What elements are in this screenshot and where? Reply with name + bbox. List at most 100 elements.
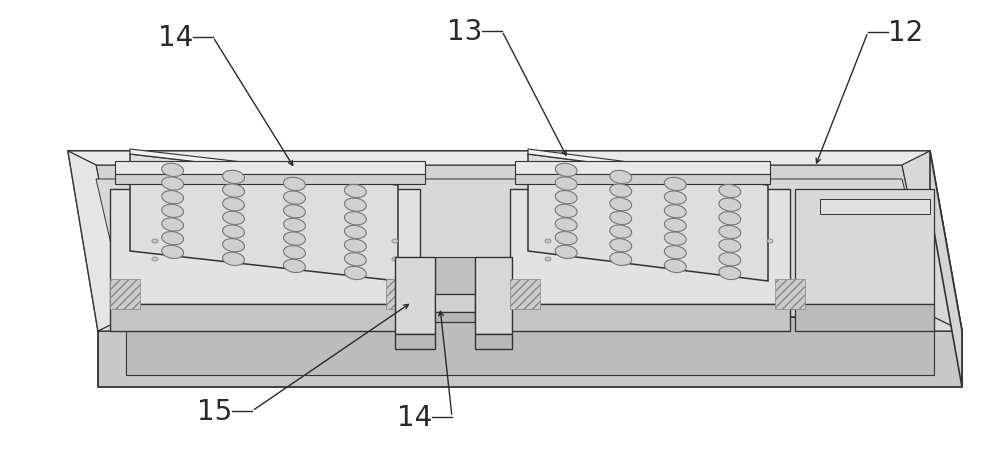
Ellipse shape [610,253,632,266]
Ellipse shape [719,267,741,280]
Polygon shape [96,179,934,309]
Ellipse shape [610,226,632,239]
Ellipse shape [767,239,773,244]
Polygon shape [68,152,126,331]
Polygon shape [528,150,768,186]
Polygon shape [395,334,435,349]
Polygon shape [386,279,416,309]
Polygon shape [98,318,962,331]
Polygon shape [475,258,512,334]
Polygon shape [775,279,805,309]
Polygon shape [435,295,475,312]
Ellipse shape [555,246,577,259]
Polygon shape [110,189,420,304]
Ellipse shape [344,185,366,198]
Ellipse shape [284,192,305,205]
Polygon shape [795,304,934,331]
Ellipse shape [664,219,686,232]
Ellipse shape [344,253,366,267]
Ellipse shape [719,212,741,226]
Ellipse shape [162,246,184,259]
Ellipse shape [555,164,577,177]
Ellipse shape [545,258,551,262]
Polygon shape [126,318,934,375]
Text: 14: 14 [397,403,432,431]
Polygon shape [435,312,475,322]
Ellipse shape [545,239,551,244]
Ellipse shape [610,239,632,252]
Polygon shape [68,152,962,331]
Polygon shape [130,155,398,281]
Ellipse shape [555,205,577,218]
Polygon shape [96,166,934,318]
Polygon shape [98,331,962,387]
Polygon shape [795,189,934,304]
Ellipse shape [664,232,686,246]
Polygon shape [930,152,962,387]
Polygon shape [510,279,540,309]
Ellipse shape [392,239,398,244]
Ellipse shape [719,198,741,212]
Text: 13: 13 [447,18,482,46]
Text: 12: 12 [888,19,923,47]
Polygon shape [115,161,425,175]
Ellipse shape [344,267,366,280]
Ellipse shape [555,232,577,245]
Ellipse shape [162,205,184,218]
Ellipse shape [344,226,366,239]
Ellipse shape [284,246,305,259]
Ellipse shape [555,178,577,191]
Ellipse shape [223,198,244,212]
Ellipse shape [284,232,305,246]
Polygon shape [110,304,420,331]
Ellipse shape [392,258,398,262]
Polygon shape [515,175,770,184]
Polygon shape [130,150,398,186]
Polygon shape [395,258,435,334]
Ellipse shape [223,239,244,252]
Ellipse shape [284,178,305,191]
Ellipse shape [719,226,741,239]
Ellipse shape [664,260,686,273]
Ellipse shape [610,184,632,198]
Ellipse shape [719,239,741,253]
Ellipse shape [610,171,632,184]
Ellipse shape [555,191,577,204]
Ellipse shape [719,185,741,198]
Ellipse shape [223,226,244,239]
Ellipse shape [223,253,244,266]
Ellipse shape [223,171,244,184]
Polygon shape [510,189,790,304]
Text: 15: 15 [197,397,232,425]
Ellipse shape [610,212,632,225]
Ellipse shape [610,198,632,212]
Ellipse shape [223,184,244,198]
Polygon shape [820,199,930,215]
Polygon shape [115,175,425,184]
Ellipse shape [664,246,686,259]
Ellipse shape [284,260,305,273]
Polygon shape [902,152,962,331]
Ellipse shape [284,219,305,232]
Ellipse shape [344,212,366,226]
Ellipse shape [664,178,686,191]
Ellipse shape [719,253,741,267]
Polygon shape [510,304,790,331]
Ellipse shape [344,198,366,212]
Polygon shape [110,279,140,309]
Polygon shape [68,152,930,166]
Ellipse shape [223,212,244,225]
Ellipse shape [344,239,366,253]
Ellipse shape [162,178,184,191]
Ellipse shape [664,192,686,205]
Ellipse shape [284,205,305,218]
Text: 14: 14 [158,24,193,52]
Polygon shape [528,155,768,281]
Ellipse shape [152,258,158,262]
Ellipse shape [555,218,577,232]
Ellipse shape [162,218,184,232]
Ellipse shape [162,191,184,204]
Ellipse shape [664,205,686,218]
Ellipse shape [162,232,184,245]
Polygon shape [475,334,512,349]
